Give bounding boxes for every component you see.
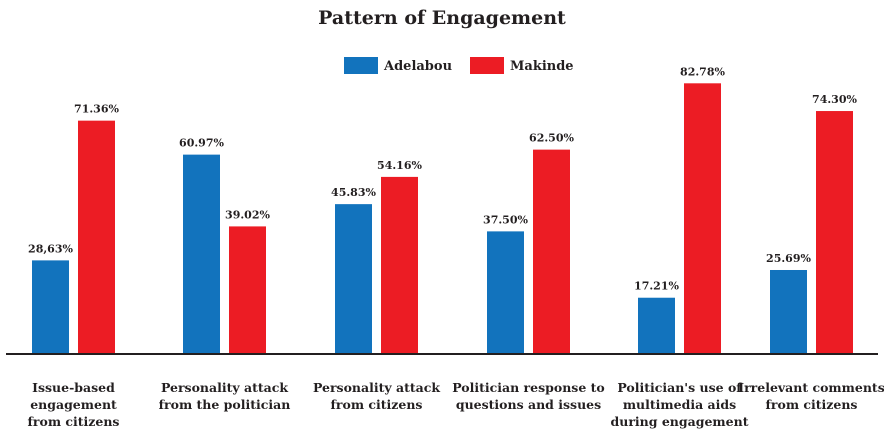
legend: Adelabou Makinde	[344, 57, 574, 74]
category-label-line: from citizens	[766, 397, 858, 412]
chart-title: Pattern of Engagement	[318, 7, 566, 29]
category-label-line: Personality attack	[313, 380, 440, 395]
legend-label-adelabou: Adelabou	[383, 59, 452, 74]
bar-adelabou-0	[32, 260, 69, 354]
bar-makinde-1	[229, 226, 266, 354]
category-label-2: Personality attack from citizens	[313, 380, 440, 412]
value-label-adelabou-0: 28,63%	[28, 242, 73, 255]
category-labels: Issue-based engagement from citizensPerson…	[28, 380, 884, 429]
value-label-makinde-4: 82.78%	[680, 65, 725, 78]
legend-swatch-adelabou	[344, 57, 378, 74]
value-label-makinde-0: 71.36%	[74, 103, 119, 116]
legend-label-makinde: Makinde	[510, 59, 574, 74]
value-label-adelabou-1: 60.97%	[179, 137, 224, 150]
bar-adelabou-2	[335, 204, 372, 354]
category-label-line: Politician response to	[452, 380, 605, 395]
bars	[32, 83, 853, 355]
value-label-adelabou-3: 37.50%	[483, 213, 528, 226]
bar-adelabou-4	[638, 297, 675, 354]
category-label-3: Politician response to questions and issu…	[452, 380, 605, 412]
value-label-adelabou-5: 25.69%	[766, 252, 811, 265]
value-label-makinde-2: 54.16%	[377, 159, 422, 172]
bar-makinde-4	[684, 83, 721, 355]
category-label-line: during engagement	[611, 414, 749, 429]
category-label-line: Issue-based	[32, 380, 115, 395]
value-label-adelabou-4: 17.21%	[634, 280, 679, 293]
value-label-makinde-1: 39.02%	[225, 208, 270, 221]
category-label-line: from the politician	[159, 397, 291, 412]
value-label-makinde-5: 74.30%	[812, 93, 857, 106]
value-label-makinde-3: 62.50%	[529, 132, 574, 145]
category-label-line: Personality attack	[161, 380, 288, 395]
value-label-adelabou-2: 45.83%	[331, 186, 376, 199]
category-label-1: Personality attack from the politician	[159, 380, 291, 412]
category-label-line: engagement	[30, 397, 117, 412]
bar-makinde-0	[78, 120, 115, 354]
value-labels: 28,63% 60.97% 45.83% 37.50% 17.21% 25.69% 71.3…	[28, 65, 857, 292]
category-label-line: questions and issues	[456, 397, 601, 412]
category-label-4: Politician's use of multimedia aids during…	[611, 380, 749, 429]
bar-adelabou-1	[183, 154, 220, 354]
bar-makinde-2	[381, 176, 418, 354]
bar-adelabou-5	[770, 269, 807, 354]
category-label-line: from citizens	[331, 397, 423, 412]
bar-makinde-3	[533, 149, 570, 354]
category-label-line: from citizens	[28, 414, 120, 429]
category-label-line: multimedia aids	[623, 397, 736, 412]
bar-makinde-5	[816, 111, 853, 354]
category-label-0: Issue-based engagement from citizens	[28, 380, 120, 429]
category-label-5: Irrelevant comments from citizens	[738, 380, 884, 412]
legend-swatch-makinde	[470, 57, 504, 74]
category-label-line: Irrelevant comments	[738, 380, 884, 395]
category-label-line: Politician's use of	[617, 380, 743, 395]
bar-adelabou-3	[487, 231, 524, 354]
